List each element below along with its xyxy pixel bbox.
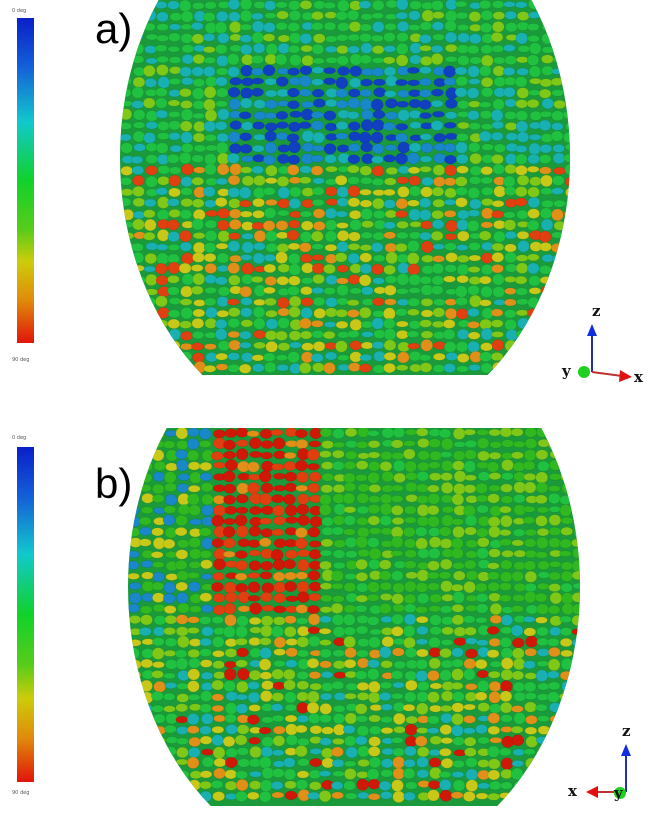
colorbar: [17, 447, 34, 782]
axis-triad-icon: [578, 324, 632, 382]
colorbar-bottom-label: 90 deg: [12, 357, 30, 363]
colorbar-bottom-label: 90 deg: [12, 790, 30, 796]
axis-x-label: x: [634, 368, 643, 386]
axis-triad: z x y: [560, 720, 650, 810]
axis-triad: z x y: [560, 300, 650, 390]
panel-a: 0 deg 90 deg a) z x y: [0, 0, 660, 400]
panel-label: a): [95, 5, 133, 52]
colorbar-top-label: 0 deg: [12, 8, 27, 14]
axis-z-label: z: [592, 302, 601, 320]
axis-y-label: y: [562, 362, 571, 380]
axis-triad-icon: [586, 744, 631, 799]
axis-z-label: z: [622, 722, 631, 740]
panel-b: 0 deg 90 deg b) z x y: [0, 425, 660, 827]
colorbar-top-label: 0 deg: [12, 435, 27, 441]
axis-y-label: y: [614, 784, 623, 802]
colorbar: [17, 18, 34, 343]
particle-spheroid: [128, 428, 580, 806]
particle-spheroid: [120, 0, 570, 375]
axis-x-label: x: [568, 782, 577, 800]
panel-label: b): [95, 460, 133, 507]
